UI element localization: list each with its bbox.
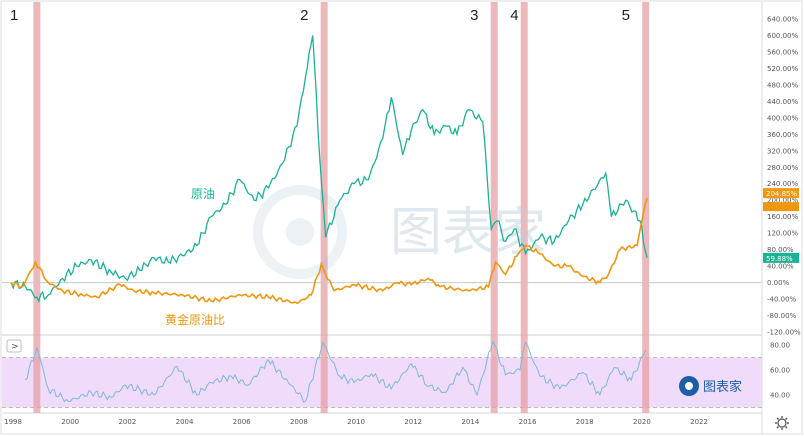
y-tick-label: 520.00% bbox=[767, 65, 798, 73]
sub-y-axis-ticks: 80.00 60.00 40.00 bbox=[770, 342, 790, 400]
event-band-5 bbox=[642, 2, 650, 413]
series-line-gold-oil-ratio bbox=[10, 197, 648, 305]
last-value-text-gold-oil-ratio: 204.85% bbox=[766, 190, 797, 198]
y-tick-label: 600.00% bbox=[767, 32, 798, 40]
y-tick-label: 0.00% bbox=[767, 279, 790, 287]
y-tick-label: 40.00% bbox=[767, 263, 794, 271]
y-tick-label: 640.00% bbox=[767, 16, 798, 24]
event-band-1 bbox=[33, 2, 41, 413]
event-labels: 1 2 3 4 5 bbox=[10, 7, 630, 24]
sub-y-tick-label: 80.00 bbox=[770, 342, 790, 350]
y-tick-label: 280.00% bbox=[767, 164, 798, 172]
y-tick-label: 400.00% bbox=[767, 114, 798, 122]
gear-icon[interactable] bbox=[775, 416, 789, 430]
y-axis-ticks: 640.00% 600.00% 560.00% 520.00% 480.00% 440.0… bbox=[767, 16, 801, 337]
x-tick-label: 2022 bbox=[690, 418, 708, 426]
y-tick-label: 560.00% bbox=[767, 48, 798, 56]
x-tick-label: 2008 bbox=[290, 418, 308, 426]
x-tick-label: 2020 bbox=[633, 418, 651, 426]
event-band-3 bbox=[490, 2, 498, 413]
sub-panel-band bbox=[2, 357, 762, 408]
y-tick-label: -120.00% bbox=[767, 329, 801, 337]
x-tick-label: 2004 bbox=[176, 418, 194, 426]
brand-logo-text: 图表家 bbox=[703, 379, 742, 395]
last-value-tags: 204.85% 59.88% bbox=[763, 188, 799, 263]
x-tick-label: 2002 bbox=[118, 418, 136, 426]
y-tick-label: 200.00% bbox=[767, 197, 798, 205]
last-value-tag-gold-oil-ratio bbox=[763, 188, 799, 199]
y-tick-label: 160.00% bbox=[767, 213, 798, 221]
y-tick-label: -80.00% bbox=[767, 312, 797, 320]
y-tick-label: 480.00% bbox=[767, 81, 798, 89]
x-tick-label: 2016 bbox=[519, 418, 537, 426]
x-tick-label: 2006 bbox=[233, 418, 251, 426]
x-tick-label: 2018 bbox=[576, 418, 594, 426]
event-label-5: 5 bbox=[622, 7, 630, 24]
y-tick-label: 440.00% bbox=[767, 98, 798, 106]
event-label-2: 2 bbox=[300, 7, 308, 24]
watermark-logo bbox=[253, 185, 347, 279]
x-tick-label: 1998 bbox=[4, 418, 22, 426]
last-value-tag-oil bbox=[763, 252, 799, 263]
series-label-oil: 原油 bbox=[191, 187, 215, 201]
sub-y-tick-label: 40.00 bbox=[770, 392, 790, 400]
event-band-4 bbox=[520, 2, 528, 413]
sub-y-tick-label: 60.00 bbox=[770, 367, 790, 375]
watermark-text: 图表家 bbox=[390, 203, 546, 263]
last-value-text-oil: 59.88% bbox=[766, 255, 793, 263]
x-tick-label: 2010 bbox=[347, 418, 365, 426]
event-label-4: 4 bbox=[510, 7, 518, 24]
event-label-1: 1 bbox=[10, 7, 18, 24]
y-tick-label: 240.00% bbox=[767, 180, 798, 188]
sub-indicator-line bbox=[25, 339, 647, 403]
event-bands bbox=[33, 2, 650, 413]
y-tick-label: 320.00% bbox=[767, 147, 798, 155]
y-tick-label: 120.00% bbox=[767, 230, 798, 238]
x-tick-label: 2014 bbox=[461, 418, 479, 426]
last-value-tag-ratio-secondary bbox=[763, 202, 799, 212]
expand-button-label: > bbox=[11, 342, 19, 352]
brand-logo: 图表家 bbox=[679, 376, 742, 396]
x-tick-label: 2000 bbox=[61, 418, 79, 426]
y-tick-label: -40.00% bbox=[767, 296, 797, 304]
y-tick-label: 360.00% bbox=[767, 131, 798, 139]
x-tick-label: 2012 bbox=[404, 418, 422, 426]
event-label-3: 3 bbox=[470, 7, 478, 24]
series-label-gold-oil-ratio: 黄金原油比 bbox=[165, 312, 225, 327]
expand-button[interactable]: > bbox=[6, 339, 22, 353]
x-axis-ticks: 1998 2000 2002 2004 2006 2008 2010 2012 2014 2016… bbox=[4, 418, 708, 426]
series-line-oil bbox=[10, 35, 648, 304]
y-tick-label: 80.00% bbox=[767, 246, 794, 254]
